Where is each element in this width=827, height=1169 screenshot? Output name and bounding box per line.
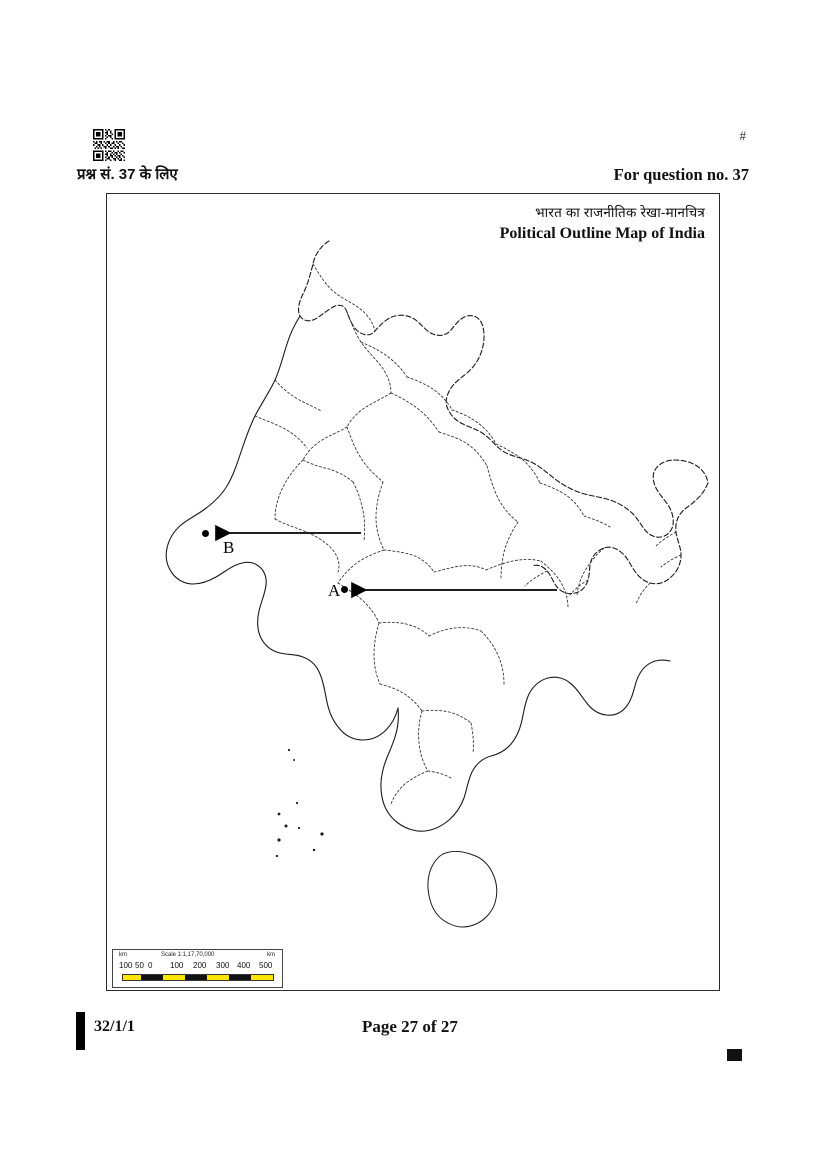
- scale-segment-black-3: [229, 975, 252, 980]
- map-scale-bar: km Scale 1:1,17,70,000 km 100 50 0 100 2…: [112, 949, 283, 988]
- header-question-label-english: For question no. 37: [613, 165, 749, 184]
- map-title-hindi: भारत का राजनीतिक रेखा-मानचित्र: [535, 205, 705, 220]
- page-hash-mark: #: [739, 128, 747, 143]
- scale-tick-5: 300: [216, 961, 230, 970]
- scale-segment-yellow-2: [163, 975, 186, 980]
- india-northeast-boundary: [531, 482, 709, 595]
- scale-tick-row: 100 50 0 100 200 300 400 500: [113, 961, 282, 971]
- scale-segment-yellow-1: [123, 975, 142, 980]
- scale-segment-black-2: [185, 975, 208, 980]
- india-outline-map: [165, 240, 709, 928]
- scale-tick-4: 200: [193, 961, 207, 970]
- scale-bar-segments: [122, 974, 274, 981]
- scale-top-row: km Scale 1:1,17,70,000 km: [113, 952, 282, 961]
- footer-black-bar: [76, 1012, 85, 1050]
- header-question-label-hindi: प्रश्न सं. 37 के लिए: [77, 166, 178, 183]
- map-title-english: Political Outline Map of India: [499, 225, 705, 242]
- scale-tick-1: 50: [135, 961, 144, 970]
- map-marker-b-dot[interactable]: [202, 530, 209, 537]
- india-southern-peninsula: [380, 707, 492, 832]
- map-marker-b-label: B: [223, 538, 235, 557]
- sri-lanka-outline: [427, 851, 498, 928]
- india-east-coast: [490, 659, 671, 757]
- scale-tick-3: 100: [170, 961, 184, 970]
- footer-registration-mark: [727, 1049, 742, 1061]
- lakshadweep-islands: [275, 748, 324, 858]
- scale-tick-6: 400: [237, 961, 251, 970]
- india-west-coast: [165, 315, 399, 741]
- india-national-boundary: [298, 240, 709, 538]
- scale-segment-yellow-3: [207, 975, 230, 980]
- scale-tick-2: 0: [148, 961, 153, 970]
- scale-tick-7: 500: [259, 961, 273, 970]
- footer-paper-code: 32/1/1: [94, 1018, 135, 1035]
- map-marker-a-dot[interactable]: [341, 586, 348, 593]
- scale-km-left-label: km: [119, 952, 127, 958]
- scale-tick-0: 100: [119, 961, 133, 970]
- footer-page-number: Page 27 of 27: [362, 1017, 458, 1036]
- scale-segment-black-1: [141, 975, 164, 980]
- state-boundaries: [254, 263, 682, 805]
- map-frame: भारत का राजनीतिक रेखा-मानचित्र Political…: [106, 193, 720, 991]
- scale-ratio-label: Scale 1:1,17,70,000: [161, 952, 215, 958]
- qr-code-icon: [92, 129, 126, 161]
- scale-segment-yellow-4: [251, 975, 274, 980]
- scale-km-right-label: km: [267, 952, 275, 958]
- map-marker-a-label: A: [328, 581, 341, 600]
